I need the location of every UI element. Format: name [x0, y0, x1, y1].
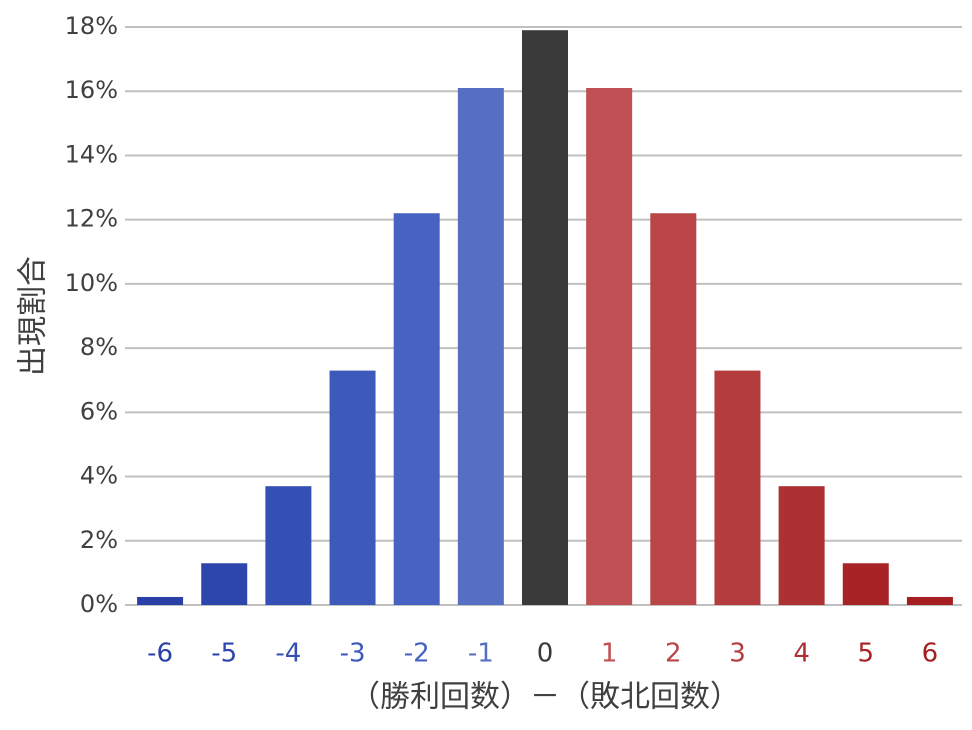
y-tick-label: 8% [80, 333, 118, 361]
x-tick-label: 3 [729, 639, 746, 669]
x-tick-label: 0 [537, 639, 554, 669]
x-tick-label: -3 [340, 639, 366, 669]
y-tick-label: 6% [80, 397, 118, 425]
x-tick-label: 4 [793, 639, 810, 669]
y-tick-label: 14% [65, 140, 118, 168]
y-tick-label: 4% [80, 462, 118, 490]
y-tick-label: 12% [65, 205, 118, 233]
x-tick-label: -4 [275, 639, 301, 669]
bar [906, 596, 953, 605]
y-axis-title: 出現割合 [16, 256, 51, 376]
bar [201, 563, 248, 605]
x-tick-label: 5 [857, 639, 874, 669]
bar [265, 486, 312, 605]
bar [586, 88, 633, 605]
y-tick-label: 0% [80, 590, 118, 618]
bar [714, 370, 761, 605]
bar [650, 213, 697, 605]
x-tick-label: 1 [601, 639, 618, 669]
bar [393, 213, 440, 605]
x-axis-title: （勝利回数）－（敗北回数） [350, 680, 740, 715]
x-tick-label: -6 [147, 639, 173, 669]
bar [842, 563, 889, 605]
bar [329, 370, 376, 605]
x-tick-label: -1 [468, 639, 494, 669]
y-tick-label: 10% [65, 269, 118, 297]
y-tick-label: 16% [65, 76, 118, 104]
x-tick-label: 6 [922, 639, 939, 669]
x-tick-label: 2 [665, 639, 682, 669]
x-tick-label: -5 [211, 639, 237, 669]
bar [457, 88, 504, 605]
bar [137, 596, 184, 605]
y-tick-label: 2% [80, 526, 118, 554]
bar [778, 486, 825, 605]
bar [522, 30, 568, 605]
x-tick-label: -2 [404, 639, 430, 669]
y-tick-label: 18% [65, 12, 118, 40]
